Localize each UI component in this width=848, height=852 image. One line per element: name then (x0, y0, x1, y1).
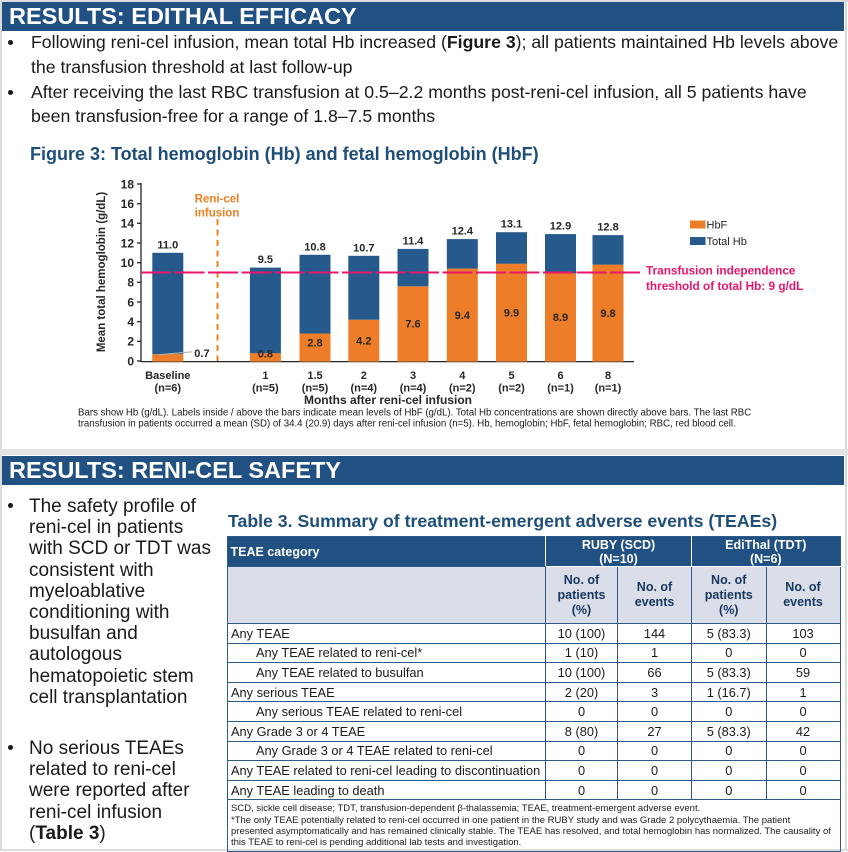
svg-text:8.9: 8.9 (553, 312, 568, 324)
svg-text:13.1: 13.1 (501, 219, 522, 231)
svg-text:Reni-cel: Reni-cel (195, 194, 240, 206)
svg-text:10: 10 (121, 256, 135, 270)
svg-text:0.7: 0.7 (194, 348, 209, 360)
svg-text:1: 1 (262, 370, 268, 382)
svg-text:transfusion in patients occurr: transfusion in patients occurred a mean … (78, 419, 736, 430)
svg-text:10.8: 10.8 (304, 241, 325, 253)
svg-text:12.8: 12.8 (597, 222, 618, 234)
svg-text:(n=1): (n=1) (595, 383, 622, 395)
svg-text:(n=5): (n=5) (302, 383, 329, 395)
svg-text:9.5: 9.5 (258, 254, 273, 266)
svg-text:12: 12 (121, 236, 135, 250)
svg-text:0: 0 (127, 354, 134, 368)
svg-text:2.8: 2.8 (307, 338, 322, 350)
svg-text:(n=4): (n=4) (351, 383, 378, 395)
svg-text:2: 2 (361, 370, 367, 382)
svg-text:(n=2): (n=2) (498, 383, 525, 395)
svg-text:Months after reni-cel infusion: Months after reni-cel infusion (304, 393, 472, 407)
svg-text:infusion: infusion (195, 208, 240, 220)
svg-text:6: 6 (127, 295, 134, 309)
svg-text:8: 8 (605, 370, 611, 382)
svg-text:Total Hb: Total Hb (707, 236, 747, 248)
svg-text:(n=2): (n=2) (449, 383, 476, 395)
svg-text:8: 8 (127, 276, 134, 290)
svg-text:Baseline: Baseline (145, 370, 190, 382)
svg-text:5: 5 (508, 370, 514, 382)
svg-text:threshold of total Hb: 9 g/dL: threshold of total Hb: 9 g/dL (646, 279, 803, 293)
svg-text:9.9: 9.9 (504, 307, 519, 319)
svg-text:12.9: 12.9 (550, 221, 571, 233)
svg-text:18: 18 (121, 177, 135, 191)
svg-text:Bars show Hb (g/dL). Labels in: Bars show Hb (g/dL). Labels inside / abo… (78, 408, 751, 419)
svg-text:HbF: HbF (707, 220, 728, 232)
svg-text:12.4: 12.4 (452, 226, 474, 238)
svg-text:0.8: 0.8 (258, 349, 273, 361)
svg-text:4: 4 (459, 370, 466, 382)
svg-text:14: 14 (121, 217, 135, 231)
svg-text:4: 4 (127, 315, 134, 329)
svg-text:16: 16 (121, 197, 135, 211)
svg-text:Transfusion independence: Transfusion independence (646, 264, 796, 278)
svg-text:(n=6): (n=6) (155, 383, 182, 395)
svg-text:(n=5): (n=5) (252, 383, 279, 395)
svg-text:(n=4): (n=4) (400, 383, 427, 395)
svg-text:11.4: 11.4 (403, 235, 425, 247)
svg-text:(n=1): (n=1) (547, 383, 574, 395)
svg-text:6: 6 (557, 370, 563, 382)
svg-text:9.8: 9.8 (600, 308, 615, 320)
svg-text:7.6: 7.6 (405, 319, 420, 331)
svg-text:3: 3 (410, 370, 416, 382)
svg-text:11.0: 11.0 (157, 239, 178, 251)
svg-text:4.2: 4.2 (356, 335, 371, 347)
svg-text:1.5: 1.5 (307, 370, 322, 382)
svg-text:10.7: 10.7 (353, 242, 374, 254)
svg-text:9.4: 9.4 (455, 310, 471, 322)
svg-text:Mean total hemoglobin (g/dL): Mean total hemoglobin (g/dL) (96, 192, 108, 353)
svg-text:2: 2 (127, 335, 134, 349)
